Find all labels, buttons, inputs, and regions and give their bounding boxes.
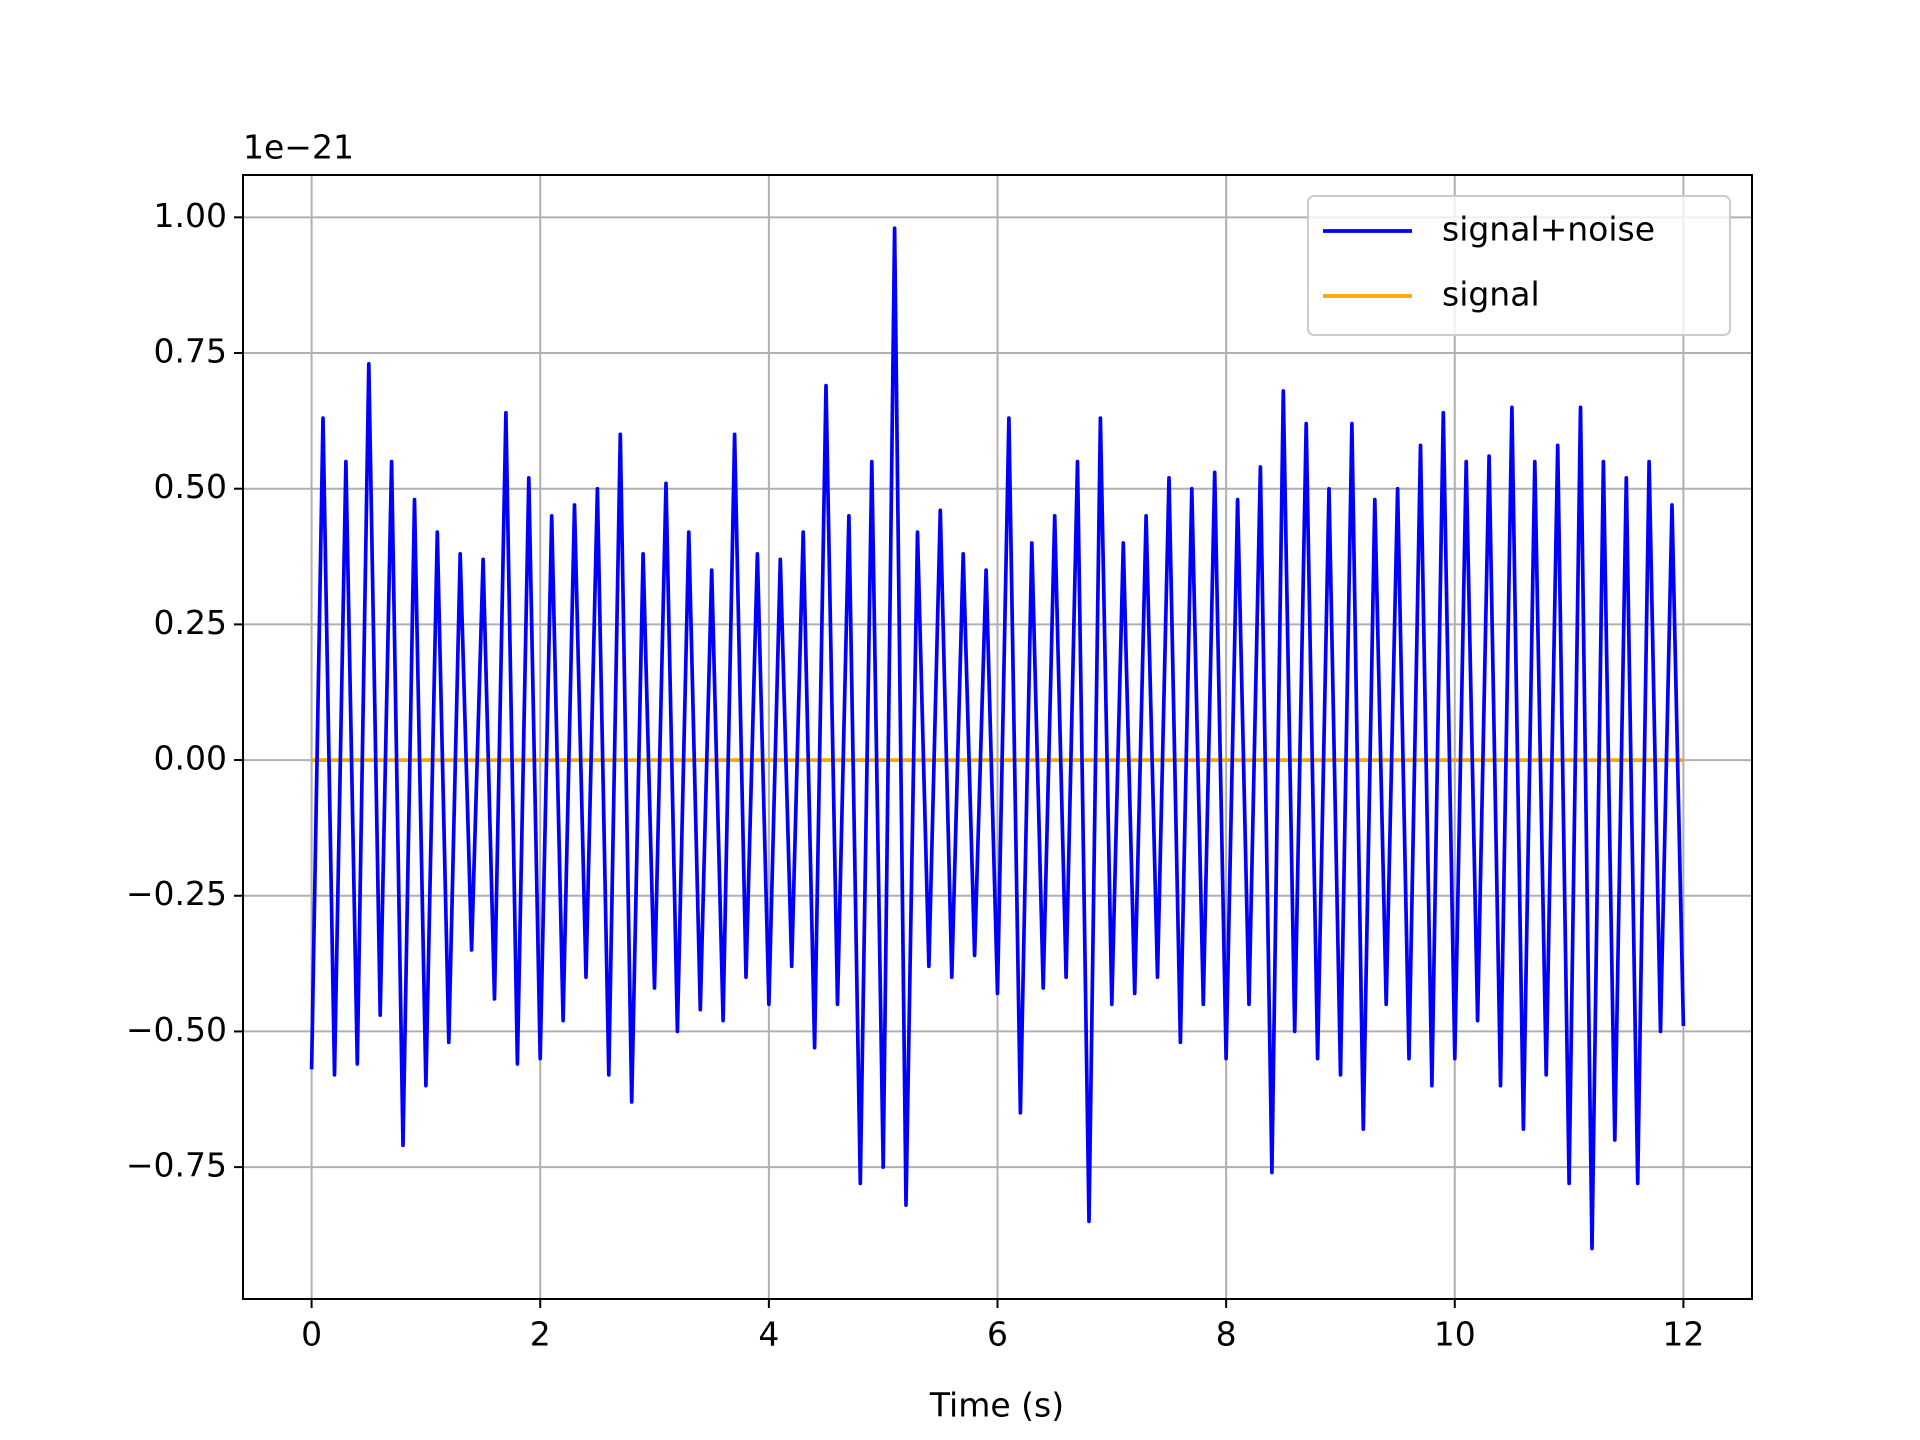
plot-frame: [242, 174, 1753, 1300]
x-axis-label: Time (s): [929, 1386, 1064, 1425]
data-line: [309, 226, 1686, 1251]
legend-label: signal: [1442, 275, 1540, 314]
x-tick-label: 0: [301, 1315, 322, 1354]
x-tick-label: 2: [530, 1315, 551, 1354]
x-tick-label: 12: [1662, 1315, 1704, 1354]
y-tick-label: −0.75: [126, 1146, 227, 1185]
y-tick-label: −0.50: [126, 1010, 227, 1049]
offset-label: 1e−21: [243, 128, 354, 167]
legend-label: signal+noise: [1442, 210, 1655, 249]
y-tick-label: 1.00: [154, 196, 227, 235]
y-tick-label: 0.75: [154, 332, 227, 371]
y-tick-label: 0.25: [154, 603, 227, 642]
y-tick-label: 0.00: [154, 739, 227, 778]
y-tick-label: 0.50: [154, 467, 227, 506]
x-tick-label: 8: [1216, 1315, 1237, 1354]
y-tick-label: −0.25: [126, 874, 227, 913]
x-tick-label: 6: [987, 1315, 1008, 1354]
x-tick-label: 10: [1434, 1315, 1476, 1354]
x-tick-label: 4: [758, 1315, 779, 1354]
legend-box: [1307, 195, 1731, 336]
